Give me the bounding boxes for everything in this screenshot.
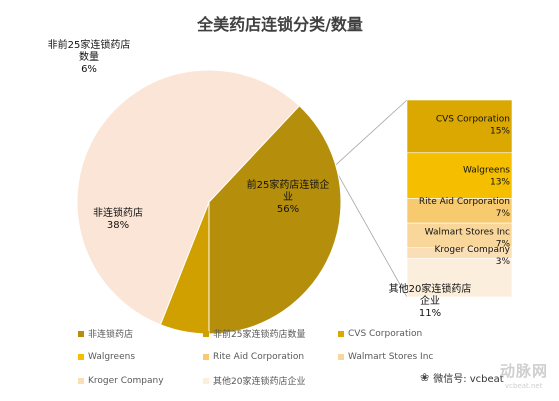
pie-label-1: 非前25家连锁药店数量 6% xyxy=(48,38,131,75)
bar-label-kroger-company: Kroger Company 3% xyxy=(434,245,510,267)
legend-swatch xyxy=(203,330,209,337)
legend-item-0: 非连锁药店 xyxy=(78,327,203,340)
watermark-brand: 动脉网 xyxy=(500,362,549,380)
pie-slice-0 xyxy=(208,105,342,335)
legend-swatch xyxy=(78,354,84,360)
legend-label: Walmart Stores Inc xyxy=(348,352,434,362)
pie xyxy=(76,69,342,335)
legend-label: 其他20家连锁药店企业 xyxy=(213,377,306,387)
chart-title: 全美药店连锁分类/数量 xyxy=(196,15,363,34)
legend-swatch xyxy=(203,377,209,384)
pie-slice-2 xyxy=(76,69,301,326)
legend-label: Rite Aid Corporation xyxy=(213,352,305,362)
legend-swatch xyxy=(338,354,344,360)
legend-swatch xyxy=(203,354,209,360)
legend-item-3: Walgreens xyxy=(78,352,203,362)
bar-label-cvs-corporation: CVS Corporation 15% xyxy=(436,114,511,136)
watermark-brand-sub: vcbeat.net xyxy=(505,382,543,390)
bar-segment-walmart-stores-inc xyxy=(406,222,513,249)
pie-label-0: 非连锁药店 38% xyxy=(93,206,143,231)
legend: 非连锁药店 非前25家连锁药店数量 CVS Corporation Walgreens… xyxy=(78,327,458,387)
legend-label: 非前25家连锁药店数量 xyxy=(213,330,306,340)
legend-swatch xyxy=(78,377,84,384)
legend-swatch xyxy=(338,330,344,337)
bar-segment-walgreens xyxy=(406,152,513,199)
pie-label-2: 前25家药店连锁企业 56% xyxy=(247,178,330,215)
stacked-bar xyxy=(406,99,513,298)
bar-segment-20 xyxy=(406,258,513,298)
legend-item-2: CVS Corporation xyxy=(338,327,458,340)
legend-item-6: Kroger Company xyxy=(78,374,203,387)
watermark-text: 微信号: vcbeat xyxy=(433,374,504,385)
legend-label: Kroger Company xyxy=(88,375,164,386)
legend-item-4: Rite Aid Corporation xyxy=(203,352,338,362)
legend-label: 非连锁药店 xyxy=(88,330,134,340)
bar-label-20: 其他20家连锁药店企业 11% xyxy=(389,282,472,319)
legend-item-7: 其他20家连锁药店企业 xyxy=(203,374,338,387)
bar-label-rite-aid-corporation: Rite Aid Corporation 7% xyxy=(419,197,511,219)
legend-item-5: Walmart Stores Inc xyxy=(338,352,458,362)
bar-segment-rite-aid-corporation xyxy=(406,198,513,224)
bar-label-walmart-stores-inc: Walmart Stores Inc 7% xyxy=(425,227,511,249)
legend-item-1: 非前25家连锁药店数量 xyxy=(203,327,338,340)
wechat-icon: ❀ xyxy=(420,371,430,384)
legend-swatch xyxy=(78,330,84,337)
legend-label: Walgreens xyxy=(88,352,136,362)
bar-segment-cvs-corporation xyxy=(406,99,513,154)
watermark: ❀ 微信号: vcbeat xyxy=(420,370,504,385)
legend-label: CVS Corporation xyxy=(348,328,423,339)
bar-label-walgreens: Walgreens 13% xyxy=(463,166,510,188)
data-labels: 非连锁药店 38% 非前25家连锁药店数量 6% 前25家药店连锁企业 56% CVS Co… xyxy=(48,38,511,319)
